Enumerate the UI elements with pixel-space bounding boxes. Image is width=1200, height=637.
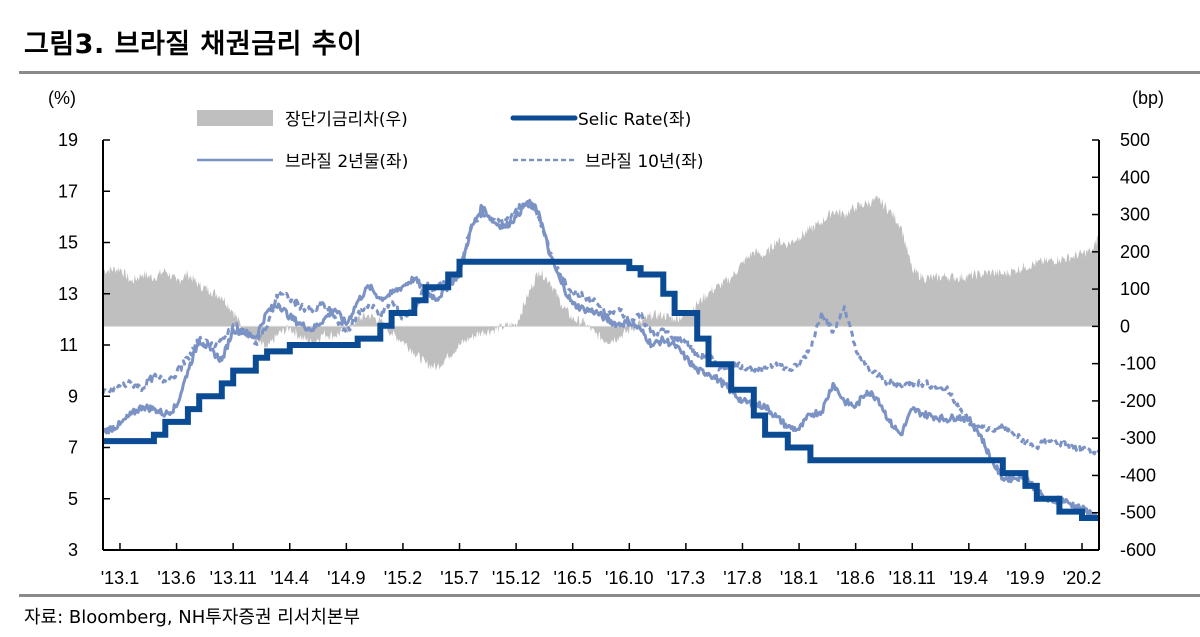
x-tick-label: '17.8 (723, 568, 761, 588)
right-axis-unit: (bp) (1132, 88, 1164, 108)
left-tick-label: 13 (58, 284, 78, 304)
x-tick-label: '18.6 (836, 568, 874, 588)
x-tick-label: '16.5 (553, 568, 591, 588)
x-tick-label: '15.7 (440, 568, 478, 588)
x-tick-label: '13.1 (101, 568, 139, 588)
legend-label-selic: Selic Rate(좌) (578, 110, 691, 130)
x-tick-label: '20.2 (1063, 568, 1101, 588)
left-tick-label: 19 (58, 130, 78, 150)
x-tick-label: '14.4 (271, 568, 309, 588)
right-tick-label: 500 (1120, 130, 1150, 150)
spread-area-layer (103, 195, 1099, 371)
left-axis-unit: (%) (48, 88, 76, 108)
left-tick-label: 5 (68, 489, 78, 509)
source-note: 자료: Bloomberg, NH투자증권 리서치본부 (24, 607, 361, 628)
x-tick-label: '18.1 (780, 568, 818, 588)
x-tick-label: '19.4 (950, 568, 988, 588)
legend: 장단기금리차(우) Selic Rate(좌) 브라질 2년물(좌) 브라질 10년(… (197, 110, 704, 172)
x-tick-label: '15.2 (384, 568, 422, 588)
axes-layer: 19 17 15 13 11 9 7 5 3 (%) 500 400 300 200 100 0 -100 -20… (48, 88, 1164, 588)
series-line-layer (101, 198, 1101, 521)
left-tick-label: 11 (59, 335, 78, 355)
right-tick-label: 100 (1120, 279, 1150, 299)
series-line-2y (101, 198, 1101, 520)
chart-title: 그림3. 브라질 채권금리 추이 (24, 29, 363, 60)
x-tick-label: '13.6 (157, 568, 195, 588)
right-tick-label: -600 (1120, 540, 1156, 560)
x-tick-label: '17.3 (667, 568, 705, 588)
right-tick-label: -100 (1120, 354, 1156, 374)
series-line-10y (101, 202, 1101, 457)
right-tick-label: -400 (1120, 465, 1156, 485)
legend-swatch-spread (197, 110, 273, 126)
left-tick-label: 15 (58, 233, 78, 253)
x-tick-label: '14.9 (327, 568, 365, 588)
right-tick-label: 300 (1120, 205, 1150, 225)
top-divider (19, 71, 1200, 74)
bottom-divider (19, 594, 1200, 597)
x-tick-label: '18.11 (889, 568, 936, 588)
right-tick-label: -300 (1120, 428, 1156, 448)
x-tick-label: '19.9 (1006, 568, 1044, 588)
left-tick-label: 9 (68, 386, 78, 406)
right-tick-label: 0 (1120, 316, 1130, 336)
x-tick-label: '13.11 (210, 568, 257, 588)
left-tick-label: 7 (68, 438, 78, 458)
legend-label-2y: 브라질 2년물(좌) (285, 152, 408, 172)
series-area-spread (103, 195, 1099, 371)
x-tick-label: '15.12 (492, 568, 540, 588)
right-tick-label: -200 (1120, 391, 1156, 411)
right-tick-label: -500 (1120, 503, 1156, 523)
series-line-selic (103, 258, 1099, 521)
legend-label-10y: 브라질 10년(좌) (585, 152, 704, 172)
x-tick-label: '16.10 (605, 568, 653, 588)
left-tick-label: 17 (58, 181, 78, 201)
right-tick-label: 200 (1120, 242, 1150, 262)
left-tick-label: 3 (68, 540, 78, 560)
legend-label-spread: 장단기금리차(우) (285, 110, 408, 130)
right-tick-label: 400 (1120, 167, 1150, 187)
